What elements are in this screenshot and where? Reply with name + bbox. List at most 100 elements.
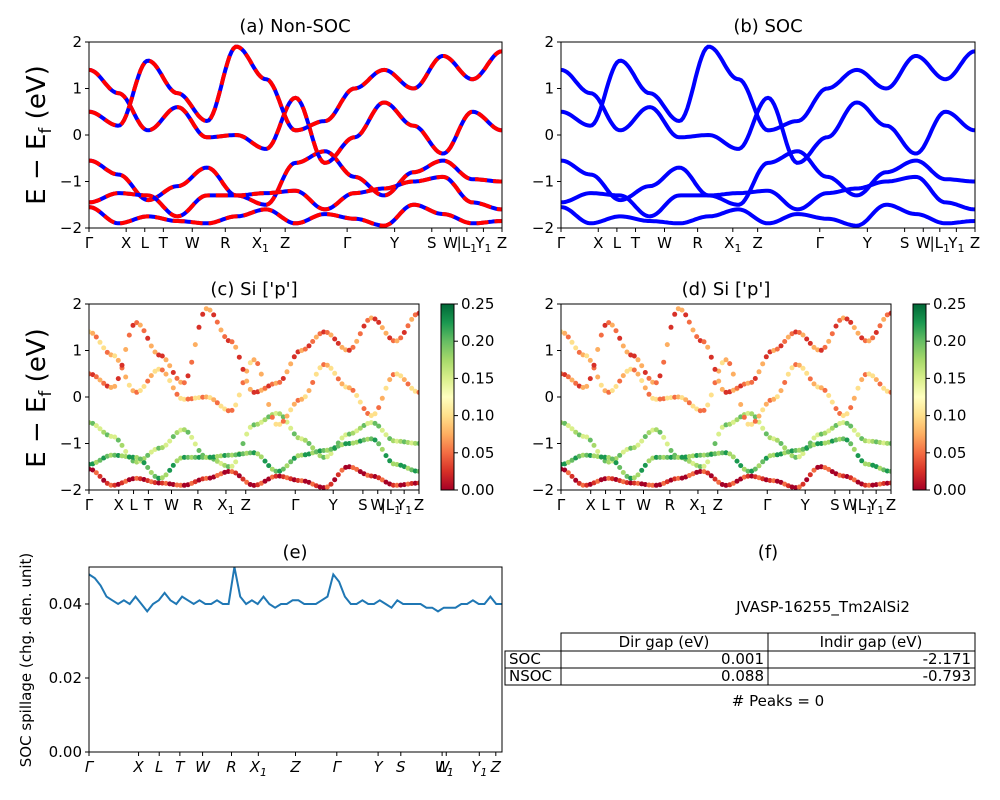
band-point	[170, 370, 176, 375]
band-point	[840, 473, 846, 479]
band-point	[653, 396, 659, 402]
x-tick-label: X	[121, 234, 131, 252]
band-point	[760, 407, 766, 413]
band-point	[357, 425, 363, 431]
band-point	[284, 413, 290, 419]
band-point	[730, 454, 736, 460]
colorbar-tick-label: 0.25	[933, 295, 966, 313]
band-point	[409, 385, 415, 391]
band-point	[368, 413, 374, 419]
band-point	[881, 481, 887, 486]
band-point	[569, 457, 575, 463]
band-point	[855, 385, 861, 391]
band-point	[829, 469, 835, 475]
band-point	[829, 399, 835, 405]
band-point	[273, 410, 279, 416]
colorbar-tick-label: 0.00	[933, 481, 966, 499]
band-point	[97, 426, 103, 432]
x-tick-label: L	[129, 496, 138, 514]
band-point	[694, 334, 700, 340]
y-tick-label: −2	[532, 219, 554, 237]
band-point	[565, 374, 571, 380]
band-point	[848, 441, 854, 447]
band-point	[796, 362, 802, 368]
band-point	[617, 378, 623, 384]
band-point	[584, 383, 590, 389]
band-point	[394, 482, 400, 488]
band-point	[866, 338, 872, 344]
band-point	[170, 462, 176, 468]
band-point	[93, 423, 99, 429]
band-point	[159, 475, 165, 481]
band-point	[873, 482, 879, 488]
band-point	[196, 454, 202, 460]
band-point	[372, 437, 378, 443]
band-point	[251, 357, 257, 363]
band-point	[218, 403, 224, 409]
band-point	[126, 382, 132, 388]
band-point	[280, 376, 286, 381]
band-point	[192, 342, 198, 348]
x-tick-label: X1	[689, 496, 706, 517]
band-point	[635, 442, 641, 448]
band-point	[233, 470, 239, 476]
band-point	[233, 344, 239, 350]
plot-area	[561, 306, 891, 490]
band-point	[310, 339, 316, 344]
band-point	[145, 335, 151, 341]
band-point	[141, 328, 147, 334]
band-point	[376, 319, 382, 325]
band-point	[672, 454, 678, 460]
x-tick-label: X1	[724, 234, 741, 255]
band-point	[273, 421, 279, 427]
y-tick-label: 2	[544, 33, 554, 51]
x-tick-label: R	[692, 234, 702, 252]
band-point	[383, 479, 389, 485]
band-point	[218, 453, 224, 459]
band-point	[335, 472, 341, 478]
band-point	[833, 406, 839, 412]
colorbar-tick-label: 0.05	[933, 444, 966, 462]
band-point	[101, 429, 107, 435]
band-point	[818, 385, 824, 391]
band-point	[771, 452, 777, 458]
band-point	[598, 332, 604, 338]
band-point	[354, 338, 360, 344]
band-point	[642, 462, 648, 468]
x-tick-label: Y	[389, 234, 400, 252]
band-point	[361, 423, 367, 428]
band-point	[321, 448, 327, 453]
band-point	[148, 449, 154, 455]
band-point	[738, 402, 744, 407]
band-point	[302, 437, 308, 443]
band-point	[383, 385, 389, 391]
band-point	[251, 482, 257, 488]
band-point	[778, 343, 784, 349]
band-point	[646, 375, 652, 381]
band-point	[837, 317, 843, 323]
band-point	[620, 470, 626, 475]
band-point	[800, 451, 806, 457]
y-tick-label: 1	[544, 80, 554, 98]
band-point	[686, 458, 692, 464]
band-point	[782, 445, 788, 451]
x-tick-label: L	[613, 234, 622, 252]
band-point	[811, 467, 817, 473]
band-point	[664, 342, 670, 348]
band-point	[752, 376, 758, 381]
band-point	[262, 417, 268, 423]
band-point	[90, 372, 96, 378]
band-point	[657, 396, 663, 402]
band-point	[723, 357, 729, 363]
y-tick-label: 2	[72, 33, 82, 51]
band-point	[145, 465, 151, 470]
band-point	[280, 466, 286, 472]
band-point	[405, 323, 411, 329]
panel-d-title: (d) Si ['p']	[682, 279, 771, 300]
band-point	[606, 475, 612, 481]
band-point	[620, 343, 626, 349]
band-point	[398, 373, 404, 379]
colorbar-tick-label: 0.15	[933, 369, 966, 387]
band-point	[174, 458, 180, 464]
